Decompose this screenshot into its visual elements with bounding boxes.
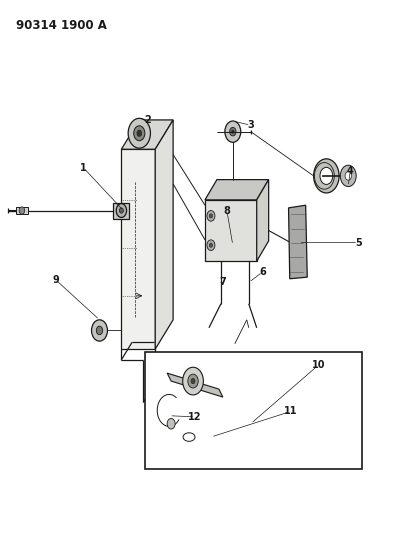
- Circle shape: [345, 172, 351, 180]
- Polygon shape: [289, 205, 307, 279]
- Circle shape: [167, 418, 175, 429]
- Text: 3: 3: [248, 120, 254, 130]
- Circle shape: [225, 121, 241, 142]
- Circle shape: [183, 367, 203, 395]
- Text: 11: 11: [284, 407, 297, 416]
- Circle shape: [314, 159, 339, 193]
- Circle shape: [92, 320, 107, 341]
- Circle shape: [134, 126, 145, 141]
- Circle shape: [340, 165, 356, 187]
- Circle shape: [209, 214, 213, 218]
- Bar: [145, 352, 362, 469]
- Text: 1: 1: [80, 163, 87, 173]
- Circle shape: [230, 127, 236, 136]
- Circle shape: [188, 374, 198, 388]
- Circle shape: [116, 204, 127, 217]
- Polygon shape: [113, 203, 129, 219]
- Circle shape: [19, 207, 25, 214]
- Polygon shape: [205, 200, 257, 261]
- Circle shape: [320, 167, 333, 184]
- Text: 12: 12: [188, 412, 202, 422]
- Polygon shape: [205, 180, 269, 200]
- Text: 10: 10: [312, 360, 325, 370]
- Text: 6: 6: [259, 267, 266, 277]
- Text: 5: 5: [355, 238, 361, 247]
- Circle shape: [209, 243, 213, 247]
- Circle shape: [137, 130, 142, 136]
- Polygon shape: [155, 120, 173, 349]
- Polygon shape: [167, 373, 223, 397]
- Polygon shape: [257, 180, 269, 261]
- Text: 2: 2: [144, 115, 150, 125]
- Text: 90314 1900 A: 90314 1900 A: [16, 19, 107, 31]
- Text: 9: 9: [53, 275, 59, 285]
- Circle shape: [207, 211, 215, 221]
- Circle shape: [128, 118, 150, 148]
- Circle shape: [232, 130, 234, 133]
- Polygon shape: [121, 120, 173, 149]
- Circle shape: [207, 240, 215, 251]
- Circle shape: [119, 208, 123, 213]
- Circle shape: [96, 326, 103, 335]
- Ellipse shape: [183, 433, 195, 441]
- Text: 7: 7: [220, 278, 226, 287]
- Polygon shape: [121, 149, 155, 349]
- Text: 4: 4: [347, 166, 353, 175]
- Circle shape: [191, 378, 195, 384]
- Polygon shape: [16, 207, 28, 214]
- Text: 8: 8: [223, 206, 230, 215]
